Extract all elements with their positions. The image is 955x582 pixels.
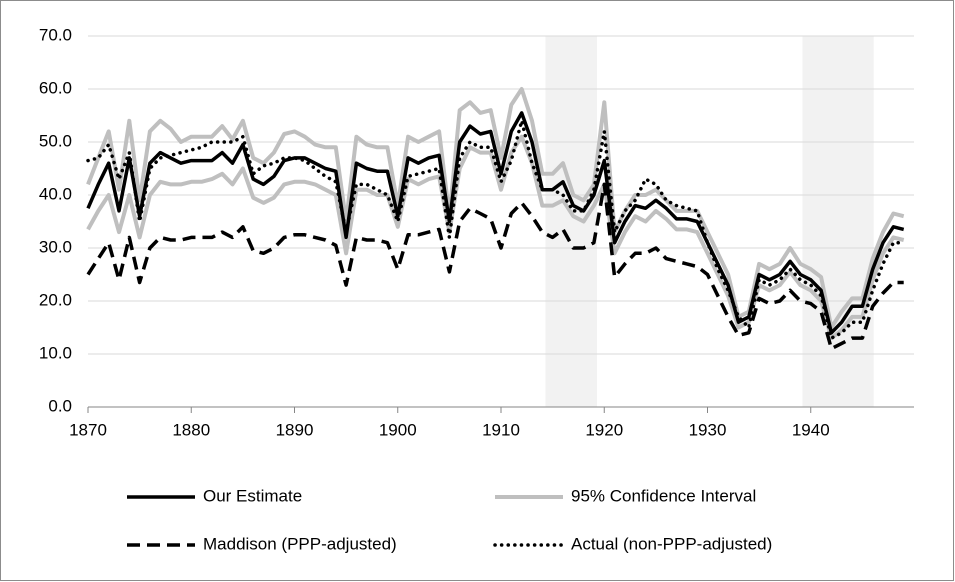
legend-label: 95% Confidence Interval — [571, 486, 756, 505]
x-tick-label: 1930 — [689, 420, 727, 439]
shaded-period — [802, 36, 874, 407]
x-tick-label: 1890 — [276, 420, 314, 439]
y-tick-label: 30.0 — [39, 237, 72, 256]
y-tick-label: 20.0 — [39, 290, 72, 309]
y-tick-label: 70.0 — [39, 25, 72, 44]
legend-label: Maddison (PPP-adjusted) — [203, 534, 397, 553]
y-tick-label: 60.0 — [39, 78, 72, 97]
shaded-period — [545, 36, 598, 407]
legend-label: Actual (non-PPP-adjusted) — [571, 534, 772, 553]
x-tick-label: 1870 — [69, 420, 107, 439]
x-tick-label: 1920 — [585, 420, 623, 439]
series-line — [86, 134, 905, 341]
series-line — [86, 119, 906, 340]
x-tick-label: 1910 — [482, 420, 520, 439]
legend-label: Our Estimate — [203, 486, 302, 505]
series-line — [86, 87, 905, 330]
series-line — [86, 182, 904, 351]
x-tick-label: 1880 — [172, 420, 210, 439]
y-tick-label: 50.0 — [39, 131, 72, 150]
y-tick-label: 10.0 — [39, 343, 72, 362]
series-line — [86, 111, 905, 335]
y-tick-label: 0.0 — [48, 396, 72, 415]
y-tick-label: 40.0 — [39, 184, 72, 203]
x-tick-label: 1940 — [792, 420, 830, 439]
x-tick-label: 1900 — [379, 420, 417, 439]
